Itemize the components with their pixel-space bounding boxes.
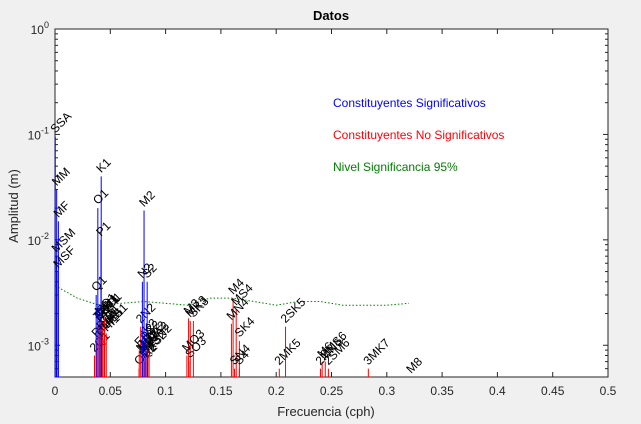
y-tick-mantissa: 10 (28, 339, 42, 353)
x-tick-label: 0 (52, 384, 59, 398)
x-tick-label: 0.15 (209, 384, 233, 398)
chart-title: Datos (313, 8, 349, 23)
x-tick-label: 0.3 (378, 384, 395, 398)
y-tick-mantissa: 10 (31, 23, 45, 37)
x-tick-label: 0.2 (268, 384, 285, 398)
significance-level (54, 284, 409, 306)
legend: Constituyentes Significativos Constituyen… (333, 96, 504, 174)
x-tick-label: 0.25 (320, 384, 344, 398)
x-tick-label: 0.35 (430, 384, 454, 398)
y-tick-exponent: -2 (41, 231, 49, 241)
legend-entry: Nivel Significancia 95% (333, 160, 458, 174)
x-axis-label: Frecuencia (cph) (277, 404, 375, 419)
y-tick-exponent: -1 (41, 125, 49, 135)
x-tick-label: 0.1 (157, 384, 174, 398)
y-tick-exponent: -3 (41, 336, 49, 346)
y-tick-label: 10-1 (28, 125, 49, 142)
x-tick-label: 0.45 (541, 384, 565, 398)
legend-entry: Constituyentes Significativos (333, 96, 486, 110)
significance-level-line (54, 284, 409, 306)
y-axis-label: Amplitud (m) (6, 169, 21, 243)
x-tick-label: 0.4 (489, 384, 506, 398)
y-tick-label: 10-2 (28, 231, 49, 248)
plot-area (54, 28, 609, 378)
y-tick-exponent: 0 (44, 20, 49, 30)
x-tick-label: 0.5 (600, 384, 617, 398)
x-tick-label: 0.05 (99, 384, 123, 398)
x-axis: 0 0.05 0.1 0.15 0.2 0.25 0.3 0.35 0.4 0.45 0.5 (52, 29, 617, 398)
y-tick-label: 100 (31, 20, 49, 37)
legend-entry: Constituyentes No Significativos (333, 128, 504, 142)
y-tick-label: 10-3 (28, 336, 49, 353)
y-tick-mantissa: 10 (28, 128, 42, 142)
y-tick-mantissa: 10 (28, 234, 42, 248)
